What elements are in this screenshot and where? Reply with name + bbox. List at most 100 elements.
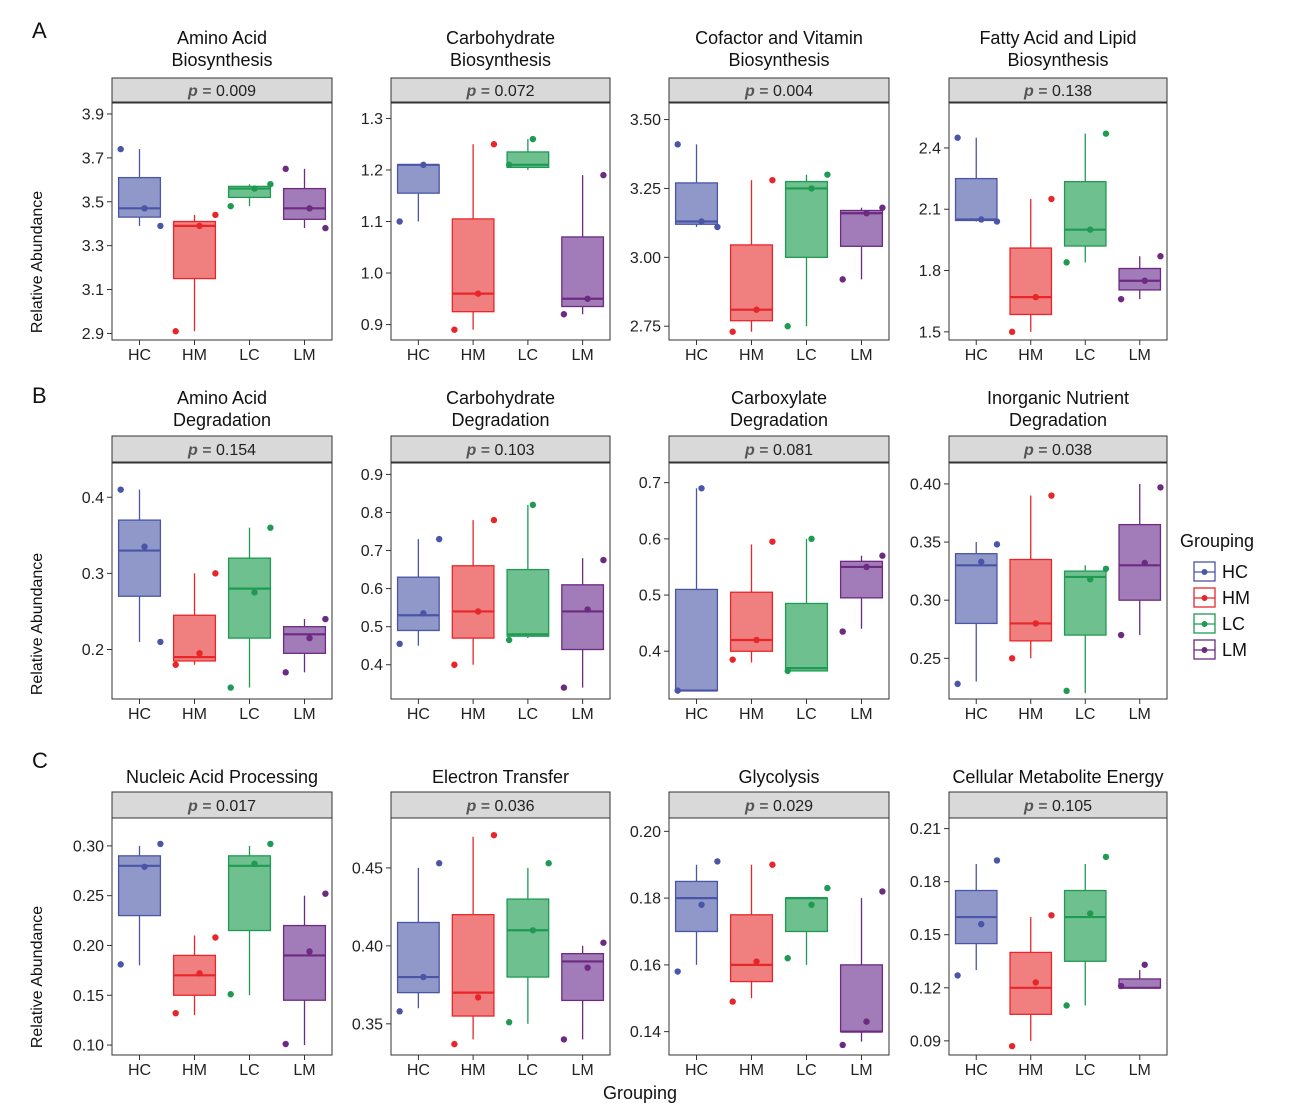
p-value-symbol: p [465, 798, 476, 815]
box-lc [784, 884, 831, 965]
x-tick-label: LM [1129, 706, 1151, 723]
y-tick-label: 0.30 [73, 838, 104, 855]
data-point [993, 541, 1001, 548]
data-point [227, 202, 234, 210]
x-tick-label: LM [293, 706, 315, 723]
data-point [714, 858, 721, 865]
panel-9: Nucleic Acid Processing p = 0.017 0.10 0.15… [73, 767, 333, 1079]
y-axis-label-row-a: Relative Abundance [29, 191, 46, 333]
data-point [1087, 576, 1094, 583]
p-value-text: = 0.038 [1034, 442, 1092, 459]
data-point [322, 890, 329, 897]
data-point [306, 634, 313, 642]
box-hm [172, 570, 219, 668]
data-point [529, 135, 537, 143]
x-tick-label: LC [796, 1062, 816, 1079]
data-point [1141, 961, 1148, 968]
y-tick-label: 0.2 [82, 642, 104, 659]
data-point [1157, 484, 1164, 491]
x-tick-label: LM [1129, 347, 1151, 364]
y-tick-label: 0.9 [361, 467, 383, 484]
data-point [117, 961, 124, 968]
box-lm [1117, 253, 1164, 303]
box-hm [729, 861, 776, 1005]
box-hm [451, 141, 498, 333]
data-point [674, 968, 681, 975]
box-lm [1117, 483, 1164, 639]
p-value-label: p = 0.138 [1023, 83, 1092, 100]
p-value-text: = 0.017 [198, 798, 256, 815]
panel-title-line: Degradation [730, 410, 828, 430]
box-body [451, 914, 495, 1017]
box-hc [117, 840, 164, 968]
x-tick-label: HM [182, 347, 207, 364]
x-tick-label: HM [739, 347, 764, 364]
box-lm [560, 171, 607, 318]
data-point [172, 661, 179, 668]
data-point [729, 656, 736, 663]
y-tick-label: 0.6 [361, 581, 383, 598]
y-tick-label: 0.15 [910, 927, 941, 944]
y-tick-label: 3.50 [630, 112, 661, 129]
y-tick-label: 0.21 [910, 821, 941, 838]
panel-2: Carbohydrate Biosynthesis p = 0.072 0.9 1.0 1… [361, 28, 611, 364]
data-point [714, 223, 721, 231]
data-point [451, 1040, 458, 1048]
legend-key-point [1201, 647, 1208, 653]
panel-letter-c: C [32, 748, 48, 773]
y-tick-label: 0.30 [910, 593, 941, 610]
y-tick-label: 0.18 [630, 891, 661, 908]
data-point [1008, 328, 1016, 336]
box-body [1118, 523, 1162, 601]
p-value-text: = 0.138 [1034, 83, 1092, 100]
x-tick-label: LC [239, 347, 259, 364]
p-value-label: p = 0.105 [1023, 798, 1092, 815]
x-tick-label: LC [518, 347, 538, 364]
data-point [212, 211, 219, 219]
x-tick-label: HM [1018, 1062, 1043, 1079]
box-hm [1008, 492, 1055, 662]
box-lm [282, 615, 329, 676]
box-body [282, 187, 327, 220]
p-value-label: p = 0.009 [187, 83, 256, 100]
p-value-label: p = 0.017 [187, 798, 256, 815]
legend-label: LC [1222, 614, 1245, 634]
y-axis-label-row-b: Relative Abundance [29, 553, 46, 695]
data-point [863, 563, 870, 571]
x-tick-label: HC [407, 1062, 430, 1079]
box-body [396, 164, 440, 194]
strip-background [948, 791, 1168, 819]
p-value-text: = 0.036 [476, 798, 534, 815]
data-point [1032, 979, 1039, 986]
y-tick-label: 1.3 [361, 111, 383, 128]
box-body [674, 182, 719, 225]
strip-background [668, 77, 890, 103]
data-point [839, 1041, 846, 1049]
panel-title: Inorganic Nutrient Degradation [987, 388, 1129, 430]
y-tick-label: 0.12 [910, 980, 941, 997]
y-tick-label: 3.00 [630, 250, 661, 267]
data-point [227, 684, 234, 691]
box-lm [1117, 961, 1162, 990]
data-point [157, 222, 164, 230]
box-lm [560, 939, 607, 1043]
plot-frame [948, 102, 1168, 341]
panel-title-line: Fatty Acid and Lipid [979, 28, 1136, 48]
p-value-symbol: p [744, 798, 755, 815]
box-hc [117, 145, 164, 230]
box-hc [674, 141, 721, 231]
box-body [1118, 978, 1162, 989]
y-tick-label: 0.25 [910, 651, 941, 668]
data-point [824, 171, 831, 178]
x-tick-label: LM [850, 347, 872, 364]
box-body [1009, 558, 1053, 642]
y-tick-label: 2.4 [919, 140, 941, 157]
data-point [451, 326, 458, 333]
box-hm [172, 211, 219, 335]
strip-background [111, 77, 333, 103]
box-hc [954, 541, 1001, 688]
panel-4: Fatty Acid and Lipid Biosynthesis p = 0.13… [919, 28, 1168, 364]
box-body [117, 519, 162, 597]
box-body [1009, 247, 1053, 316]
